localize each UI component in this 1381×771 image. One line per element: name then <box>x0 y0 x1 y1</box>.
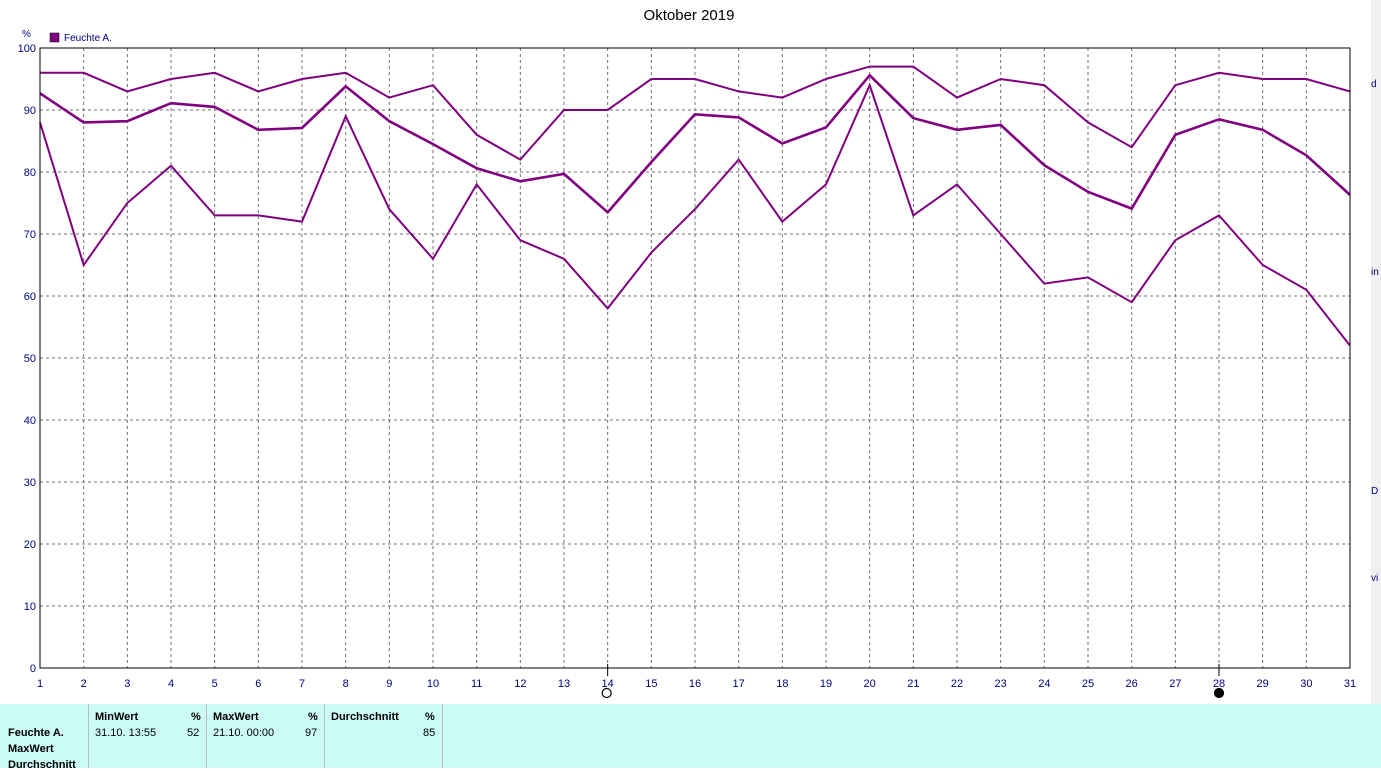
y-axis-ticks: 0 10 20 30 40 50 60 70 80 90 100 <box>18 43 36 675</box>
x-tick-label: 18 <box>776 678 788 690</box>
minwert-value: 52 <box>187 727 200 739</box>
x-tick-label: 23 <box>995 678 1007 690</box>
x-tick-label: 6 <box>255 678 261 690</box>
legend-swatch <box>49 32 60 43</box>
y-tick-label: 100 <box>18 43 36 55</box>
window-edge-strip <box>1371 0 1381 768</box>
y-tick-label: 40 <box>24 415 36 427</box>
full-moon-icon <box>1213 687 1225 699</box>
minwert-unit: % <box>191 711 201 723</box>
x-tick-label: 24 <box>1038 678 1050 690</box>
x-tick-label: 27 <box>1169 678 1181 690</box>
row-label-feuchte: Feuchte A. <box>8 727 64 739</box>
x-tick-label: 13 <box>558 678 570 690</box>
x-tick-label: 22 <box>951 678 963 690</box>
x-tick-label: 8 <box>343 678 349 690</box>
x-tick-label: 16 <box>689 678 701 690</box>
x-tick-label: 3 <box>124 678 130 690</box>
series-line-1 <box>40 65 1351 161</box>
x-tick-label: 2 <box>81 678 87 690</box>
x-tick-label: 7 <box>299 678 305 690</box>
x-tick-label: 26 <box>1126 678 1138 690</box>
x-tick-label: 28 <box>1213 678 1225 690</box>
durchschnitt-value: 85 <box>423 727 436 739</box>
chart-title: Oktober 2019 <box>644 7 735 24</box>
y-tick-label: 20 <box>24 539 36 551</box>
x-tick-label: 29 <box>1257 678 1269 690</box>
x-tick-label: 25 <box>1082 678 1094 690</box>
durchschnitt-header: Durchschnitt <box>331 711 399 723</box>
row-label-maxwert: MaxWert <box>8 743 54 755</box>
x-tick-label: 30 <box>1300 678 1312 690</box>
x-tick-label: 1 <box>37 678 43 690</box>
edge-fragment-4: vi <box>1371 573 1379 584</box>
edge-fragment-3: D <box>1371 486 1379 497</box>
x-tick-label: 19 <box>820 678 832 690</box>
maxwert-column: MaxWert % 21.10. 00:00 97 <box>206 704 324 768</box>
x-tick-label: 12 <box>514 678 526 690</box>
y-tick-label: 80 <box>24 167 36 179</box>
series-lines <box>39 65 1351 347</box>
edge-fragment-1: d <box>1371 79 1377 90</box>
new-moon-icon <box>601 687 612 699</box>
legend-label: Feuchte A. <box>64 33 112 44</box>
x-tick-label: 11 <box>471 678 482 690</box>
y-tick-label: 10 <box>24 601 36 613</box>
x-tick-label: 14 <box>602 678 614 690</box>
series-line-3 <box>39 82 1351 347</box>
y-axis-unit: % <box>22 29 31 40</box>
minwert-column: MinWert % 31.10. 13:55 52 <box>88 704 206 768</box>
y-tick-label: 70 <box>24 229 36 241</box>
maxwert-header: MaxWert <box>213 711 259 723</box>
maxwert-value: 97 <box>305 727 318 739</box>
x-tick-label: 9 <box>386 678 392 690</box>
y-tick-label: 90 <box>24 105 36 117</box>
statistics-panel: Feuchte A. MaxWert Durchschnitt MinWert … <box>0 704 1381 771</box>
plot-frame <box>39 47 1351 669</box>
maxwert-date: 21.10. 00:00 <box>213 727 275 739</box>
row-label-durchschnitt: Durchschnitt <box>8 759 76 771</box>
y-tick-label: 30 <box>24 477 36 489</box>
x-tick-label: 4 <box>168 678 174 690</box>
y-tick-label: 50 <box>24 353 36 365</box>
humidity-chart: Oktober 2019 % Feuchte A. 0 10 20 30 40 50 60 7… <box>18 7 1356 699</box>
durchschnitt-column: Durchschnitt % 85 <box>324 704 443 768</box>
x-tick-label: 15 <box>645 678 657 690</box>
maxwert-unit: % <box>308 711 318 723</box>
minwert-date: 31.10. 13:55 <box>95 727 157 739</box>
x-tick-label: 31 <box>1344 678 1356 690</box>
series-line-2 <box>39 73 1351 215</box>
y-tick-label: 60 <box>24 291 36 303</box>
x-tick-label: 21 <box>907 678 919 690</box>
x-axis-ticks: 1 2 3 4 5 6 7 8 9 10 11 12 13 14 15 16 17 18 19 20 21 22 23 24 2… <box>37 678 1356 690</box>
y-tick-label: 0 <box>30 663 36 675</box>
day-markers <box>601 664 1225 699</box>
x-tick-label: 5 <box>212 678 218 690</box>
minwert-header: MinWert <box>95 711 139 723</box>
edge-fragment-2: in <box>1371 267 1379 278</box>
x-tick-label: 17 <box>733 678 745 690</box>
x-tick-label: 10 <box>427 678 439 690</box>
x-tick-label: 20 <box>864 678 876 690</box>
durchschnitt-unit: % <box>425 711 435 723</box>
grid <box>40 48 1350 668</box>
